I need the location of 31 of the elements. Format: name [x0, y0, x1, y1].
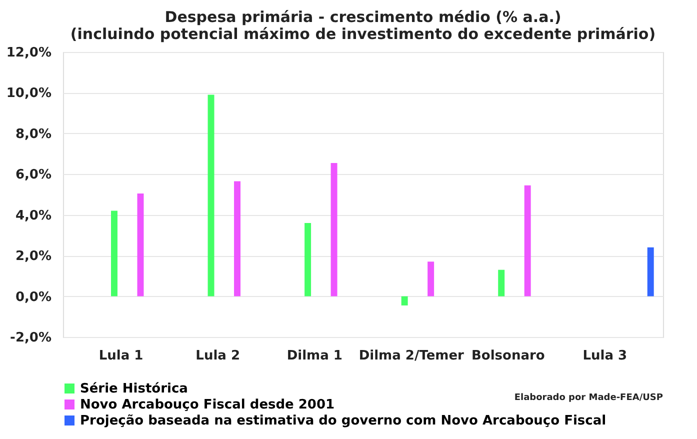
y-tick-label: 12,0%	[6, 46, 52, 60]
bar	[330, 162, 338, 296]
y-tick-label: 4,0%	[15, 208, 52, 224]
y-tick-label: 2,0%	[15, 249, 52, 264]
legend-label: Série Histórica	[80, 382, 188, 396]
text: Despesa primária - crescimento médio (% a.a.)	[164, 8, 562, 26]
x-tick-label: Lula 2	[196, 348, 240, 364]
x-tick-label: Bolsonaro	[471, 348, 545, 364]
y-tick-label: 6,0%	[15, 168, 52, 183]
y-tick-label: 0,0%	[15, 290, 52, 305]
text: Elaborado por Made-FEA/USP	[514, 393, 664, 403]
bar	[428, 262, 434, 296]
x-tick-label: Lula 3	[582, 348, 628, 364]
bar	[234, 181, 240, 296]
legend-label: Novo Arcabouço Fiscal desde 2001	[80, 398, 335, 412]
bar	[111, 210, 118, 296]
x-tick-label: Dilma 2/Temer	[358, 348, 465, 364]
y-tick-label: 10,0%	[6, 86, 52, 102]
bar	[498, 270, 505, 296]
bar	[137, 193, 144, 296]
y-tick-label: 8,0%	[15, 126, 52, 142]
x-tick-label: Lula 1	[98, 348, 144, 364]
text: (incluindo potencial máximo de investimento do excedente primário)	[70, 25, 656, 43]
bar	[647, 247, 654, 296]
legend-label: Projeção baseada na estimativa do governo com Novo Arcabouço Fiscal	[80, 414, 606, 428]
bar	[524, 185, 531, 296]
bar	[208, 94, 214, 296]
x-tick-label: Dilma 1	[286, 348, 342, 364]
bar	[304, 223, 312, 296]
bar	[401, 296, 408, 306]
y-tick-label: -2,0%	[10, 330, 52, 346]
